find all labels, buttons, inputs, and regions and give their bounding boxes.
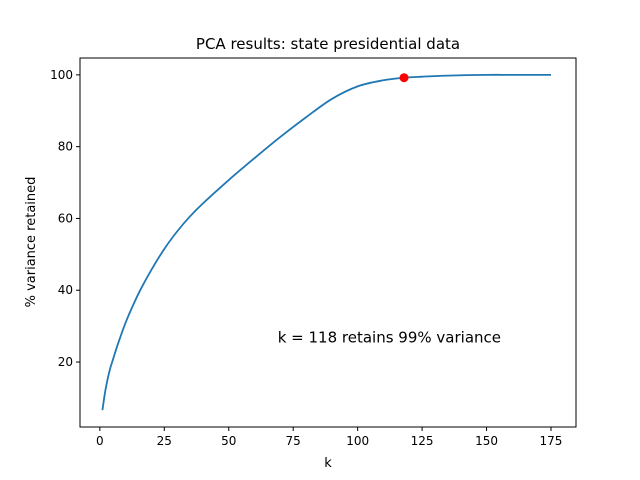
plot-area-frame xyxy=(79,57,577,428)
x-axis-ticks: 0 25 50 75 100 125 150 175 xyxy=(96,427,562,448)
y-axis-label: % variance retained xyxy=(24,177,39,308)
k118-annotation: k = 118 retains 99% variance xyxy=(278,328,501,346)
y-tick-label: 80 xyxy=(58,140,73,154)
x-tick-label: 150 xyxy=(475,434,498,448)
x-tick-label: 75 xyxy=(286,434,301,448)
y-tick-label: 40 xyxy=(58,283,73,297)
x-tick-label: 25 xyxy=(157,434,172,448)
x-tick-label: 125 xyxy=(411,434,434,448)
y-tick-label: 60 xyxy=(58,211,73,225)
x-tick-label: 50 xyxy=(221,434,236,448)
chart-title: PCA results: state presidential data xyxy=(196,35,460,53)
y-tick-label: 20 xyxy=(58,355,73,369)
y-tick-label: 100 xyxy=(50,68,73,82)
x-tick-label: 100 xyxy=(346,434,369,448)
x-axis-label: k xyxy=(324,456,332,471)
k118-highlight-point xyxy=(399,73,409,83)
x-tick-label: 0 xyxy=(96,434,104,448)
variance-retained-line xyxy=(101,73,551,411)
x-tick-label: 175 xyxy=(540,434,563,448)
y-axis-ticks: 20 40 60 80 100 xyxy=(50,68,80,369)
